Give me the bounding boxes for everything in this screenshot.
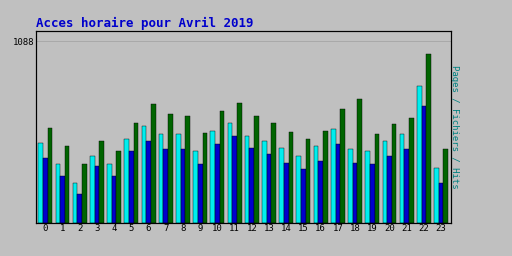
Bar	[331, 129, 335, 223]
Bar	[443, 149, 448, 223]
Bar	[279, 148, 284, 223]
Bar	[409, 118, 414, 223]
Bar	[348, 149, 353, 223]
Bar	[73, 183, 77, 223]
Bar	[124, 139, 129, 223]
Bar	[181, 149, 185, 223]
Bar	[146, 141, 151, 223]
Bar	[375, 134, 379, 223]
Bar	[301, 169, 306, 223]
Bar	[392, 124, 396, 223]
Bar	[38, 143, 43, 223]
Bar	[421, 106, 426, 223]
Bar	[95, 166, 99, 223]
Bar	[65, 146, 70, 223]
Bar	[245, 136, 249, 223]
Bar	[99, 141, 104, 223]
Bar	[198, 164, 203, 223]
Bar	[262, 141, 267, 223]
Bar	[284, 163, 289, 223]
Bar	[210, 131, 215, 223]
Bar	[417, 86, 421, 223]
Bar	[370, 164, 375, 223]
Bar	[404, 149, 409, 223]
Bar	[323, 131, 328, 223]
Bar	[387, 156, 392, 223]
Bar	[220, 111, 224, 223]
Bar	[357, 99, 362, 223]
Bar	[129, 151, 134, 223]
Bar	[151, 104, 156, 223]
Bar	[289, 132, 293, 223]
Bar	[134, 123, 138, 223]
Bar	[340, 109, 345, 223]
Bar	[353, 163, 357, 223]
Bar	[107, 164, 112, 223]
Bar	[296, 156, 301, 223]
Bar	[203, 133, 207, 223]
Bar	[60, 176, 65, 223]
Bar	[215, 144, 220, 223]
Bar	[112, 176, 116, 223]
Bar	[55, 164, 60, 223]
Bar	[400, 134, 404, 223]
Bar	[267, 154, 271, 223]
Bar	[318, 161, 323, 223]
Bar	[43, 158, 48, 223]
Bar	[271, 123, 276, 223]
Bar	[163, 149, 168, 223]
Bar	[306, 139, 310, 223]
Bar	[77, 194, 82, 223]
Bar	[90, 156, 95, 223]
Bar	[254, 116, 259, 223]
Bar	[232, 136, 237, 223]
Bar	[237, 102, 242, 223]
Y-axis label: Pages / Fichiers / Hits: Pages / Fichiers / Hits	[450, 65, 459, 188]
Bar	[434, 168, 439, 223]
Bar	[228, 123, 232, 223]
Bar	[142, 126, 146, 223]
Bar	[365, 151, 370, 223]
Bar	[82, 164, 87, 223]
Bar	[335, 144, 340, 223]
Bar	[314, 146, 318, 223]
Bar	[116, 151, 121, 223]
Bar	[185, 116, 190, 223]
Bar	[48, 127, 52, 223]
Text: Acces horaire pour Avril 2019: Acces horaire pour Avril 2019	[36, 16, 253, 29]
Bar	[159, 134, 163, 223]
Bar	[193, 151, 198, 223]
Bar	[168, 114, 173, 223]
Bar	[439, 183, 443, 223]
Bar	[426, 54, 431, 223]
Bar	[176, 134, 181, 223]
Bar	[382, 141, 387, 223]
Bar	[249, 148, 254, 223]
